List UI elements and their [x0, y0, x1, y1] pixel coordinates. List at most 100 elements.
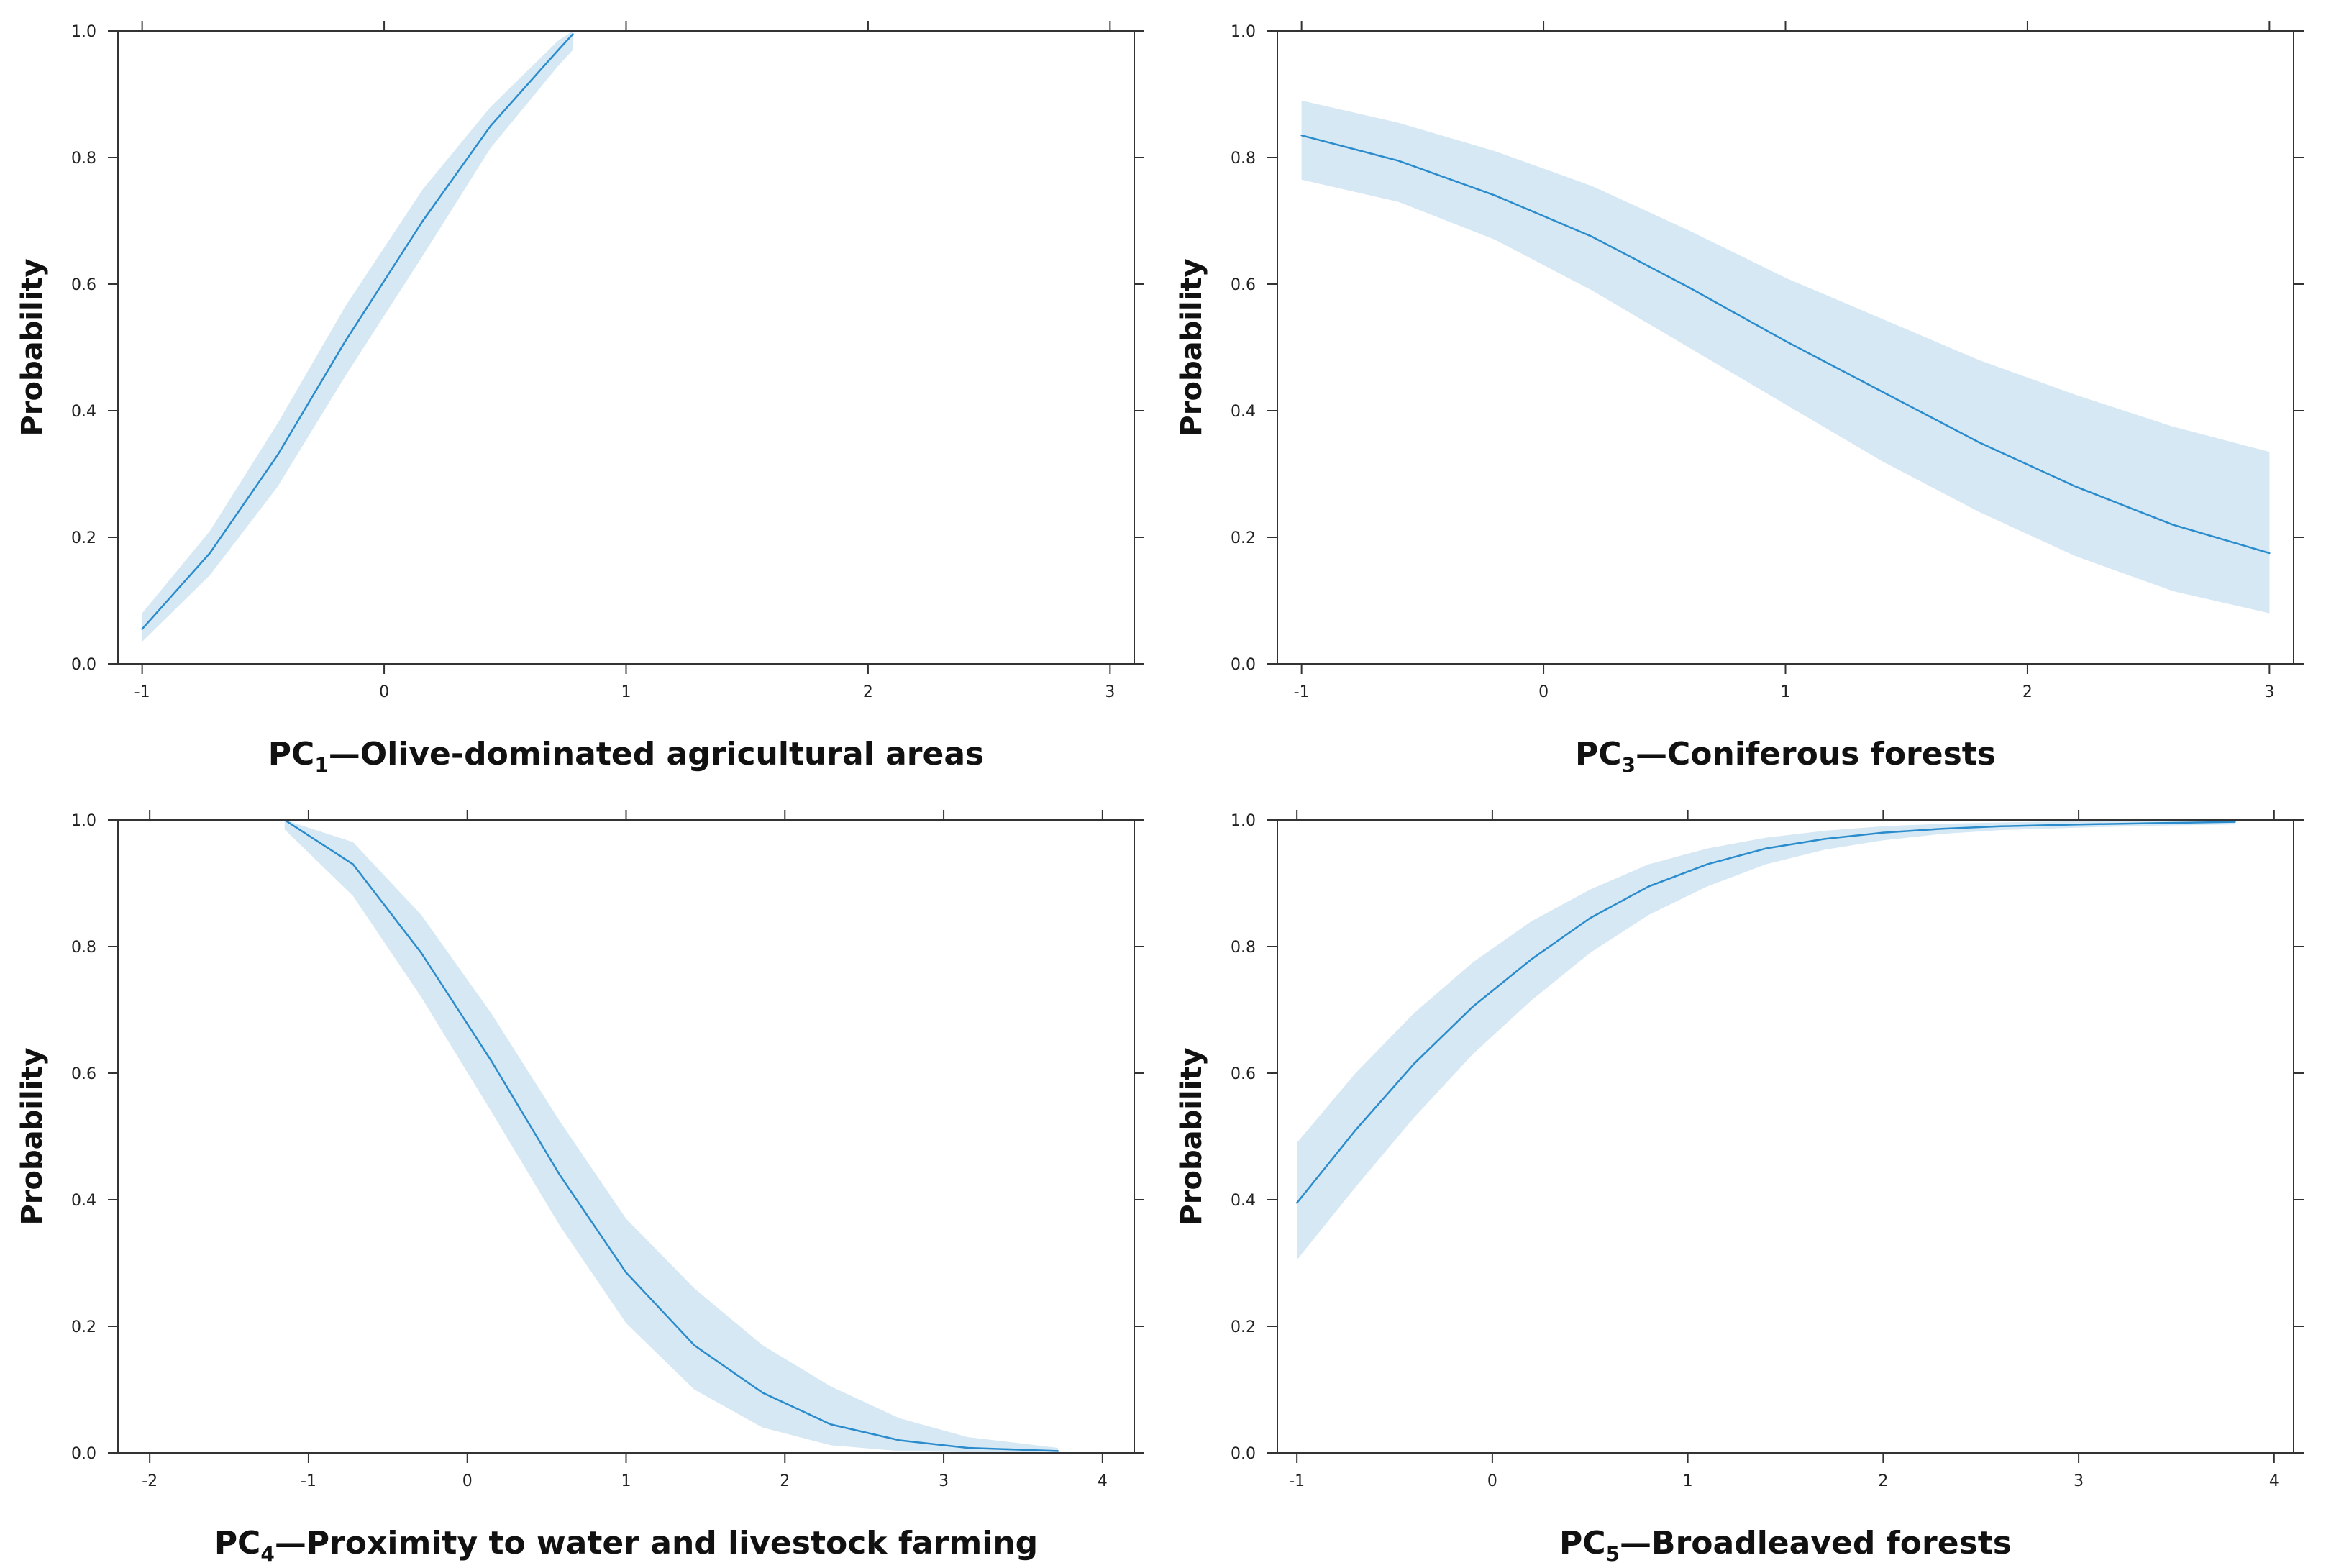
data-point	[557, 49, 560, 51]
x-axis-title-subscript: 4	[260, 1542, 274, 1566]
data-point	[1472, 1006, 1474, 1008]
x-tick-label: 4	[2269, 1472, 2279, 1490]
y-tick-label: 1.0	[1231, 812, 1256, 830]
data-point	[1589, 917, 1591, 919]
y-tick-label: 0.6	[71, 1065, 96, 1083]
plot-frame	[117, 30, 1135, 665]
y-tick-label: 0.0	[1231, 1445, 1256, 1463]
data-point	[489, 124, 492, 127]
y-tick-label: 0.0	[71, 656, 96, 674]
data-point	[490, 1059, 492, 1062]
y-tick-label: 0.6	[1231, 1065, 1256, 1083]
data-point	[276, 454, 279, 456]
data-point	[141, 628, 143, 630]
confidence-band	[142, 31, 573, 642]
x-axis-title-text: —Proximity to water and livestock farmin…	[275, 1525, 1038, 1562]
y-tick-label: 0.8	[71, 939, 96, 957]
data-point	[2077, 824, 2080, 826]
fitted-line	[284, 820, 1059, 1452]
data-point	[1823, 838, 1825, 840]
x-tick-label: 1	[621, 683, 631, 701]
data-point	[1765, 847, 1767, 849]
y-axis-title: Probability	[1175, 258, 1208, 436]
x-tick-label: 0	[462, 1472, 473, 1490]
x-axis-title-text: —Olive-dominated agricultural areas	[329, 736, 984, 772]
x-axis-title: PC5—Broadleaved forests	[1559, 1525, 2012, 1566]
chart-panel-3: -2 -1 0 1 2 3 4 0.0 0.2 0.4 0.6 0.8 1.0 Probability PC…	[16, 810, 1144, 1566]
x-axis-title-prefix: PC	[1559, 1525, 1606, 1562]
y-tick-label: 0.0	[71, 1445, 96, 1463]
plot-area	[1296, 820, 2236, 1260]
y-tick-label: 0.4	[1231, 1192, 1256, 1210]
plot-area	[141, 31, 574, 642]
data-point	[1531, 958, 1533, 960]
x-tick-label: 1	[621, 1472, 631, 1490]
data-point	[1940, 828, 1943, 830]
y-tick-label: 0.4	[71, 403, 96, 421]
y-tick-label: 0.8	[1231, 939, 1256, 957]
chart-panel-4: -1 0 1 2 3 4 0.0 0.2 0.4 0.6 0.8 1.0 Probability PC5—…	[1175, 810, 2304, 1566]
y-tick-label: 0.4	[71, 1192, 96, 1210]
x-tick-label: 1	[1781, 683, 1791, 701]
data-point	[1397, 160, 1400, 162]
plot-area	[283, 820, 1059, 1453]
data-point	[2234, 821, 2236, 823]
x-axis-title-prefix: PC	[268, 736, 315, 772]
data-point	[1591, 235, 1593, 238]
data-point	[1300, 135, 1303, 137]
data-point	[209, 552, 211, 555]
data-point	[898, 1439, 900, 1441]
confidence-band	[284, 820, 1058, 1453]
y-tick-label: 0.2	[71, 529, 96, 547]
x-axis-title-subscript: 5	[1606, 1542, 1620, 1566]
y-axis-title: Probability	[16, 258, 49, 436]
data-point	[1057, 1450, 1059, 1452]
y-tick-label: 1.0	[71, 23, 96, 41]
data-point	[2075, 486, 2077, 488]
data-point	[2268, 552, 2271, 555]
data-point	[1687, 286, 1690, 288]
x-axis-title-subscript: 1	[314, 753, 328, 777]
data-point	[1354, 1129, 1356, 1131]
y-tick-label: 0.0	[1231, 656, 1256, 674]
x-tick-label: 3	[1105, 683, 1115, 701]
data-point	[830, 1423, 832, 1426]
x-tick-label: 4	[1098, 1472, 1108, 1490]
confidence-band	[1301, 100, 2270, 614]
x-tick-label: 2	[863, 683, 873, 701]
data-point	[572, 33, 574, 35]
y-tick-label: 0.6	[1231, 276, 1256, 294]
data-point	[1648, 885, 1650, 888]
data-point	[1978, 441, 1980, 444]
x-axis-title-text: —Broadleaved forests	[1620, 1525, 2012, 1562]
data-point	[1296, 1202, 1298, 1204]
x-tick-label: 2	[1878, 1472, 1888, 1490]
y-tick-label: 0.2	[71, 1318, 96, 1336]
data-point	[352, 863, 354, 865]
data-point	[1881, 391, 1884, 393]
confidence-band	[1297, 820, 2235, 1260]
x-tick-label: -1	[301, 1472, 316, 1490]
x-axis-title: PC1—Olive-dominated agricultural areas	[268, 736, 984, 777]
plot-frame	[1277, 819, 2294, 1454]
data-point	[967, 1446, 969, 1449]
x-tick-label: 0	[1487, 1472, 1497, 1490]
data-point	[1999, 825, 2002, 828]
x-tick-label: 3	[939, 1472, 949, 1490]
y-tick-label: 0.2	[1231, 1318, 1256, 1336]
data-point	[1882, 831, 1884, 834]
y-tick-label: 0.6	[71, 276, 96, 294]
x-tick-label: -1	[1289, 1472, 1305, 1490]
x-tick-label: 0	[379, 683, 389, 701]
data-point	[2156, 822, 2158, 824]
data-point	[1413, 1062, 1415, 1065]
fitted-line	[1296, 821, 2235, 1204]
data-point	[762, 1392, 764, 1394]
data-point	[345, 340, 347, 342]
data-point	[558, 1173, 560, 1176]
y-tick-label: 0.2	[1231, 529, 1256, 547]
x-tick-label: 0	[1538, 683, 1549, 701]
y-tick-label: 0.8	[71, 150, 96, 168]
data-point	[421, 219, 424, 222]
